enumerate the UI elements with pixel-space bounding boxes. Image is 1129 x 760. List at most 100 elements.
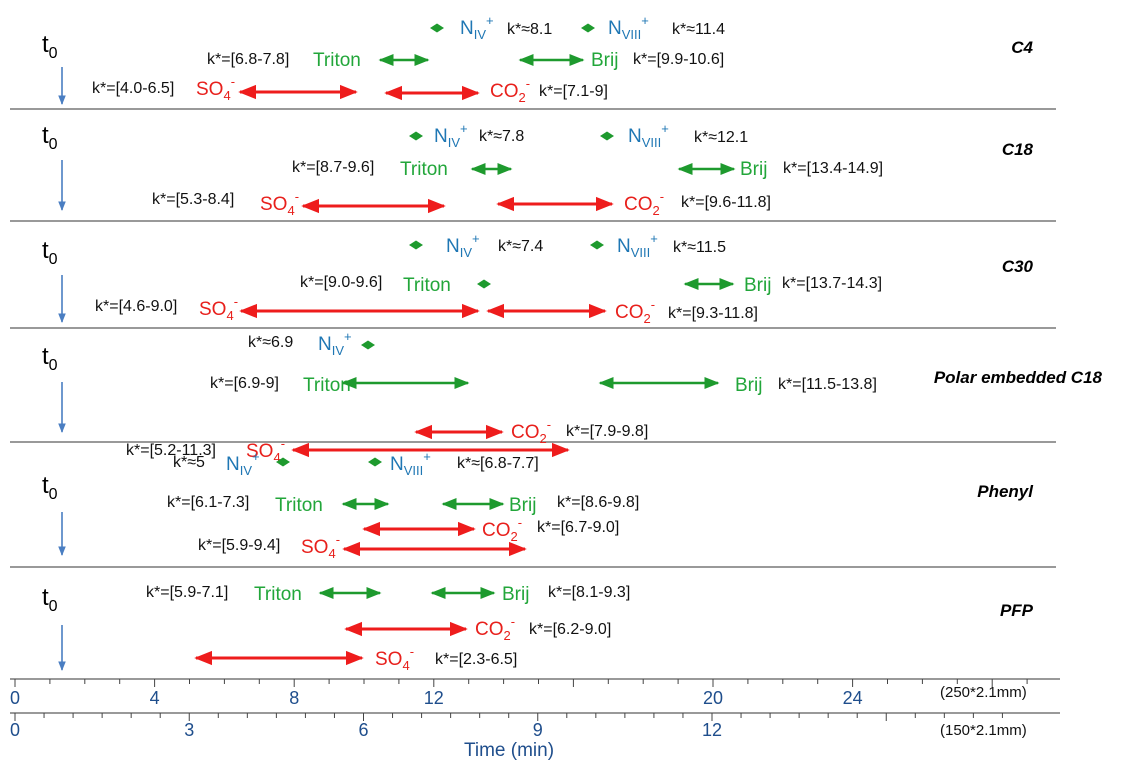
panel: k*=[5.9-7.1] Triton Brij k*=[8.1-9.3] CO2- k*… bbox=[146, 584, 630, 673]
k-value-label: k*=[6.9-9] bbox=[210, 375, 279, 392]
panel: NIV+ k*≈8.1 NVIII+ k*≈11.4 k*=[6.8-7.8] Trito… bbox=[92, 13, 725, 105]
point-marker bbox=[409, 240, 423, 250]
k-value-label: k*=[5.9-9.4] bbox=[198, 537, 280, 554]
t0-marker: t0 bbox=[42, 31, 66, 105]
t0-marker: t0 bbox=[42, 122, 66, 211]
k-value-label: k*=[2.3-6.5] bbox=[435, 651, 517, 668]
ion-label: CO2- bbox=[615, 297, 655, 326]
k-value-label: k*=[8.6-9.8] bbox=[557, 494, 639, 511]
k-value-label: k*=[4.0-6.5] bbox=[92, 80, 174, 97]
axis-tick-label: 0 bbox=[10, 688, 20, 708]
t0-label: t0 bbox=[42, 343, 58, 374]
axis-tick-label: 9 bbox=[533, 720, 543, 740]
surfactant-label: Brij bbox=[735, 375, 762, 396]
panel: NIV+ k*≈7.8 NVIII+ k*≈12.1 k*=[8.7-9.6] Trito… bbox=[152, 121, 883, 218]
axis-tick-label: 12 bbox=[424, 688, 444, 708]
axis-note-bottom: (150*2.1mm) bbox=[940, 722, 1027, 739]
axis-tick-label: 0 bbox=[10, 720, 20, 740]
t0-label: t0 bbox=[42, 472, 58, 503]
ion-label: NIV+ bbox=[446, 231, 480, 260]
k-value-label: k*=[6.8-7.8] bbox=[207, 51, 289, 68]
ion-label: CO2- bbox=[482, 515, 522, 544]
axis-title: Time (min) bbox=[464, 740, 554, 760]
t0-label: t0 bbox=[42, 237, 58, 268]
k-value-label: k*≈8.1 bbox=[507, 21, 552, 38]
k-value-label: k*=[13.4-14.9] bbox=[783, 160, 883, 177]
k-value-label: k*≈11.5 bbox=[673, 239, 726, 256]
ion-label: NVIII+ bbox=[608, 13, 649, 42]
axis-tick-label: 8 bbox=[289, 688, 299, 708]
ion-label: SO4- bbox=[375, 644, 414, 673]
ion-label: NVIII+ bbox=[628, 121, 669, 150]
surfactant-label: Brij bbox=[744, 275, 771, 296]
k-value-label: k*=[5.9-7.1] bbox=[146, 584, 228, 601]
t0-label: t0 bbox=[42, 122, 58, 153]
k-value-label: k*=[8.7-9.6] bbox=[292, 159, 374, 176]
ion-label: NVIII+ bbox=[390, 449, 431, 478]
k-value-label: k*=[5.2-11.3] bbox=[126, 442, 216, 459]
column-label: Phenyl bbox=[977, 482, 1034, 501]
time-axes: (250*2.1mm) (150*2.1mm) Time (min) 0 4 8 12… bbox=[10, 678, 1060, 760]
surfactant-label: Brij bbox=[509, 495, 536, 516]
surfactant-label: Triton bbox=[400, 159, 448, 180]
k-value-label: k*=[11.5-13.8] bbox=[778, 376, 877, 393]
axis-tick-label: 4 bbox=[150, 688, 160, 708]
ion-label: SO4- bbox=[246, 436, 285, 465]
point-marker bbox=[430, 23, 444, 33]
ion-label: NIV+ bbox=[318, 329, 352, 358]
point-marker bbox=[590, 240, 604, 250]
point-marker bbox=[477, 279, 491, 289]
k-value-label: k*≈6.9 bbox=[248, 334, 293, 351]
panel-content: NIV+ k*≈8.1 NVIII+ k*≈11.4 k*=[6.8-7.8] Trito… bbox=[92, 13, 883, 673]
panel: k*≈5 NIV+ NVIII+ k*≈[6.8-7.7] k*=[6.1-7.3] Tr… bbox=[167, 449, 639, 561]
column-label: C18 bbox=[1002, 140, 1034, 159]
k-value-label: k*=[7.1-9] bbox=[539, 83, 608, 100]
k-value-label: k*=[9.0-9.6] bbox=[300, 274, 382, 291]
point-marker bbox=[600, 131, 614, 141]
column-label: C4 bbox=[1011, 38, 1033, 57]
k-value-label: k*=[13.7-14.3] bbox=[782, 275, 882, 292]
k-value-label: k*=[7.9-9.8] bbox=[566, 423, 648, 440]
panel-dividers bbox=[10, 108, 1056, 568]
axis-tick-label: 20 bbox=[703, 688, 723, 708]
surfactant-label: Triton bbox=[254, 584, 302, 605]
k-value-label: k*≈7.8 bbox=[479, 128, 524, 145]
point-marker bbox=[409, 131, 423, 141]
t0-markers: t0 t0 t0 t0 t0 t0 bbox=[42, 31, 66, 671]
axis-tick-label: 3 bbox=[184, 720, 194, 740]
t0-marker: t0 bbox=[42, 343, 66, 433]
k-value-label: k*=[6.1-7.3] bbox=[167, 494, 249, 511]
point-marker bbox=[361, 340, 375, 350]
ion-label: SO4- bbox=[260, 189, 299, 218]
axis-tick-label: 12 bbox=[702, 720, 722, 740]
ion-label: CO2- bbox=[511, 417, 551, 446]
point-marker bbox=[368, 457, 382, 467]
ion-label: CO2- bbox=[475, 614, 515, 643]
ion-label: CO2- bbox=[624, 189, 664, 218]
ion-label: NIV+ bbox=[226, 449, 260, 478]
k-value-label: k*=[9.3-11.8] bbox=[668, 305, 758, 322]
column-label: Polar embedded C18 bbox=[934, 368, 1103, 387]
k-value-label: k*≈[6.8-7.7] bbox=[457, 455, 539, 472]
surfactant-label: Brij bbox=[591, 50, 618, 71]
surfactant-label: Triton bbox=[403, 275, 451, 296]
k-value-label: k*=[9.6-11.8] bbox=[681, 194, 771, 211]
panel: NIV+ k*≈7.4 NVIII+ k*≈11.5 k*=[9.0-9.6] Trito… bbox=[95, 231, 882, 326]
surfactant-label: Triton bbox=[313, 50, 361, 71]
axis-note-top: (250*2.1mm) bbox=[940, 684, 1027, 701]
column-labels: C4 C18 C30 Polar embedded C18 Phenyl PFP bbox=[934, 38, 1103, 620]
surfactant-label: Brij bbox=[502, 584, 529, 605]
point-marker bbox=[581, 23, 595, 33]
ion-label: NIV+ bbox=[434, 121, 468, 150]
column-label: C30 bbox=[1002, 257, 1034, 276]
t0-marker: t0 bbox=[42, 237, 66, 323]
axis-tick-label: 24 bbox=[843, 688, 863, 708]
ion-label: SO4- bbox=[199, 294, 238, 323]
k-value-label: k*=[6.7-9.0] bbox=[537, 519, 619, 536]
point-marker bbox=[276, 457, 290, 467]
ion-label: CO2- bbox=[490, 76, 530, 105]
panel: k*≈6.9 NIV+ k*=[6.9-9] Triton Brij k*=[11.5-1… bbox=[126, 329, 877, 465]
k-value-label: k*≈11.4 bbox=[672, 21, 725, 38]
k-value-label: k*=[8.1-9.3] bbox=[548, 584, 630, 601]
